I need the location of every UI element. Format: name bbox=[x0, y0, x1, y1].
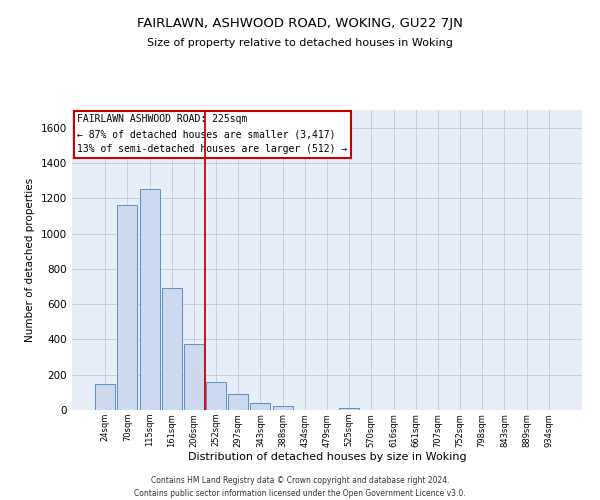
Bar bbox=[95, 384, 115, 410]
Bar bbox=[162, 288, 182, 410]
Bar bbox=[206, 382, 226, 410]
Bar bbox=[228, 394, 248, 410]
Bar bbox=[118, 206, 137, 410]
Text: FAIRLAWN ASHWOOD ROAD: 225sqm
← 87% of detached houses are smaller (3,417)
13% o: FAIRLAWN ASHWOOD ROAD: 225sqm ← 87% of d… bbox=[77, 114, 347, 154]
Bar bbox=[184, 344, 204, 410]
X-axis label: Distribution of detached houses by size in Woking: Distribution of detached houses by size … bbox=[188, 452, 466, 462]
Text: Contains HM Land Registry data © Crown copyright and database right 2024.
Contai: Contains HM Land Registry data © Crown c… bbox=[134, 476, 466, 498]
Bar bbox=[140, 188, 160, 410]
Text: Size of property relative to detached houses in Woking: Size of property relative to detached ho… bbox=[147, 38, 453, 48]
Bar bbox=[339, 408, 359, 410]
Bar bbox=[272, 406, 293, 410]
Bar bbox=[250, 404, 271, 410]
Text: FAIRLAWN, ASHWOOD ROAD, WOKING, GU22 7JN: FAIRLAWN, ASHWOOD ROAD, WOKING, GU22 7JN bbox=[137, 18, 463, 30]
Y-axis label: Number of detached properties: Number of detached properties bbox=[25, 178, 35, 342]
